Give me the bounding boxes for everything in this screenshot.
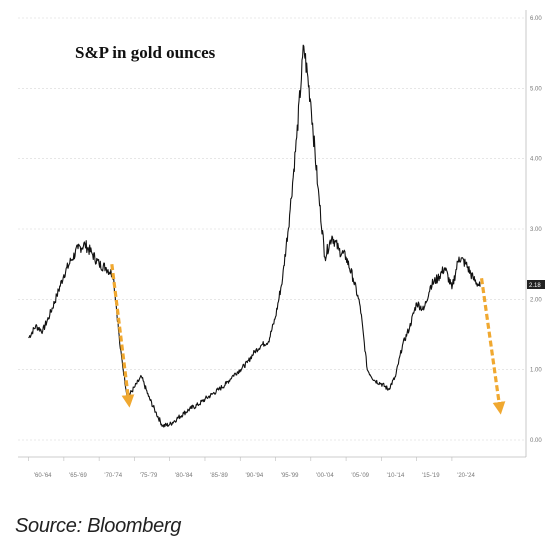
y-tick-label: 2.00 (530, 297, 542, 303)
y-tick-label: 4.00 (530, 157, 542, 163)
chart-area: 0.00 1.00 2.00 3.00 4.00 5.00 6.00 '60-'64 '65-… (18, 10, 545, 479)
source-note: Source: Bloomberg (15, 515, 182, 537)
y-tick-label: 6.00 (530, 16, 542, 22)
series-line-0 (28, 44, 481, 428)
gridlines (18, 17, 526, 441)
last-value-box (527, 280, 545, 289)
y-tick-label: 1.00 (530, 368, 542, 374)
x-tick-label: '70-'74 (104, 473, 122, 479)
x-tick-label: '60-'64 (34, 473, 52, 479)
x-tick-label: '15-'19 (422, 473, 440, 479)
x-tick-label: '90-'94 (246, 473, 264, 479)
last-value-tag: 2.18 (527, 280, 545, 289)
y-axis: 0.00 1.00 2.00 3.00 4.00 5.00 6.00 (525, 10, 542, 457)
y-tick-label: 0.00 (530, 438, 542, 444)
x-tick-label: '05-'09 (351, 473, 369, 479)
x-tick-label: '85-'89 (210, 473, 228, 479)
plot-background (18, 12, 526, 457)
chart-title: S&P in gold ounces (75, 43, 216, 62)
x-tick-label: '20-'24 (457, 473, 475, 479)
y-tick-label: 5.00 (530, 86, 542, 92)
annotations (110, 263, 506, 415)
y-tick-label: 3.00 (530, 227, 542, 233)
decline-arrow-1 (479, 278, 506, 415)
last-value-label: 2.18 (529, 283, 541, 289)
chart-svg: 0.00 1.00 2.00 3.00 4.00 5.00 6.00 '60-'64 '65-… (18, 10, 545, 479)
x-axis: '60-'64 '65-'69 '70-'74 '75-'79 '80-'84 '85-'… (18, 456, 526, 479)
x-tick-label: '65-'69 (69, 473, 87, 479)
x-tick-label: '95-'99 (281, 473, 299, 479)
x-tick-label: '10-'14 (387, 473, 405, 479)
series-layer (28, 44, 481, 428)
x-tick-label: '00-'04 (316, 473, 334, 479)
x-tick-label: '80-'84 (175, 473, 193, 479)
x-tick-label: '75-'79 (140, 473, 158, 479)
decline-arrow-0 (110, 263, 135, 408)
